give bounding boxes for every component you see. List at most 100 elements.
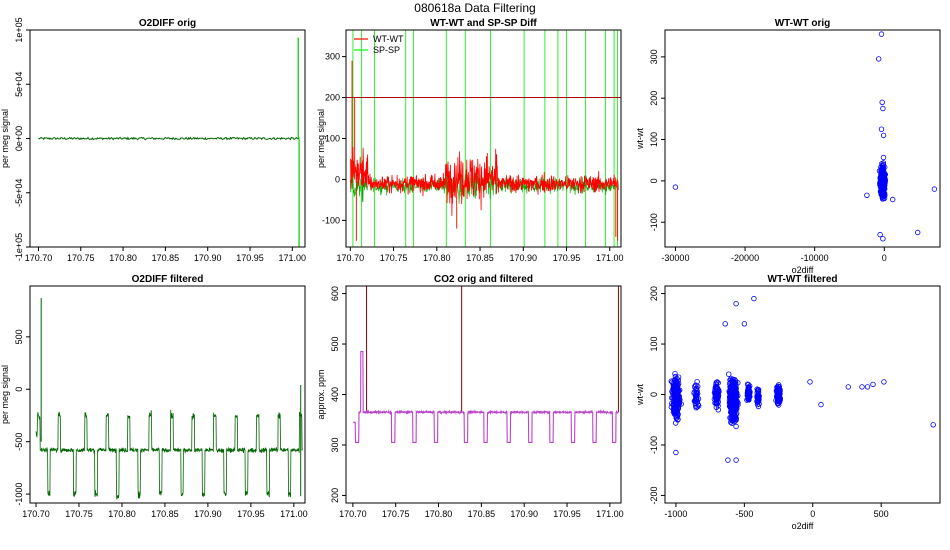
scatter-point: [756, 395, 762, 402]
scatter-point: [728, 396, 735, 403]
x-tick-label: 170.75: [380, 253, 408, 263]
scatter-point: [931, 186, 938, 192]
scatter-point: [878, 31, 885, 37]
x-tick-label: 170.80: [108, 509, 136, 519]
scatter-point: [870, 381, 876, 388]
x-tick-label: 170.95: [237, 509, 265, 519]
x-tick-label: 170.75: [382, 509, 410, 519]
panel-p4: O2DIFF filtered per meg signal 170.70 170.7…: [0, 274, 308, 519]
y-axis-label: wt-wt: [635, 384, 645, 406]
y-axis-label: per meg signal: [316, 109, 326, 168]
scatter-point: [672, 184, 679, 190]
x-tick-label: 170.75: [67, 253, 95, 263]
y-tick-label: 400: [330, 387, 340, 402]
y-tick-label: 100: [649, 337, 659, 352]
panel-title: O2DIFF filtered: [132, 274, 204, 285]
scatter-point: [733, 301, 739, 307]
x-tick-label: 170.90: [510, 253, 538, 263]
x-tick-label: 170.85: [152, 253, 180, 263]
x-tick-label: 170.85: [466, 253, 494, 263]
scatter-point: [745, 381, 752, 388]
y-tick-label: 1e+05: [14, 17, 24, 42]
y-tick-label: 600: [330, 286, 340, 301]
y-tick-label: -1000: [14, 483, 24, 506]
figure-title: 080618a Data Filtering: [414, 1, 535, 15]
scatter-point: [880, 105, 886, 112]
scatter-point: [880, 185, 887, 192]
panel-p1: O2DIFF orig per meg signal 170.70 170.75 170…: [0, 17, 306, 263]
y-tick-label: 300: [325, 52, 340, 62]
y-tick-label: 0e+00: [14, 126, 24, 151]
scatter-point: [695, 401, 701, 408]
plot-frame: [664, 285, 941, 504]
scatter-point: [879, 178, 885, 184]
x-tick-label: 171.00: [280, 509, 308, 519]
y-tick-label: 200: [649, 91, 659, 106]
wt-series: [349, 146, 619, 216]
scatter-point: [714, 394, 721, 400]
scatter-point: [845, 384, 851, 390]
scatter-point: [713, 400, 719, 406]
x-tick-label: 0: [810, 509, 815, 519]
y-tick-label: 0: [335, 174, 340, 184]
scatter-point: [669, 400, 675, 407]
scatter-point: [673, 397, 680, 403]
y-tick-label: 500: [330, 337, 340, 352]
scatter-point: [722, 321, 728, 327]
scatter-point: [732, 377, 738, 383]
y-tick-label: 300: [330, 437, 340, 452]
y-axis-label: wt-wt: [635, 128, 645, 150]
x-axis-label: o2diff: [792, 521, 814, 531]
y-tick-label: -100: [649, 436, 659, 454]
y-tick-label: -5e+04: [14, 179, 24, 207]
scatter-point: [693, 392, 699, 398]
y-tick-label: 200: [330, 488, 340, 503]
scatter-point: [930, 422, 936, 428]
scatter-point: [880, 132, 887, 139]
scatter-point: [676, 400, 683, 407]
scatter-point: [675, 374, 682, 380]
scatter-point: [668, 404, 675, 410]
scatter-point: [878, 164, 884, 170]
scatter-point: [879, 99, 885, 105]
y-tick-label: 500: [14, 329, 24, 344]
scatter-point: [864, 384, 871, 390]
scatter-point: [745, 390, 751, 396]
scatter-point: [745, 396, 751, 402]
series-line: [35, 409, 303, 500]
scatter-point: [725, 457, 731, 463]
plot-area: [346, 30, 621, 247]
x-tick-label: 170.85: [151, 509, 179, 519]
y-tick-label: 5e+04: [14, 72, 24, 97]
plot-area: [352, 286, 619, 443]
x-tick-label: 170.95: [553, 253, 581, 263]
x-tick-label: 170.90: [194, 253, 222, 263]
x-tick-label: 170.80: [425, 509, 453, 519]
scatter-point: [754, 393, 760, 399]
legend-label: SP-SP: [373, 45, 400, 55]
scatter-point: [731, 409, 738, 415]
panel-p5: CO2 orig and filtered approx. ppm 170.70 17…: [316, 274, 624, 519]
x-tick-label: -1000: [664, 509, 687, 519]
y-tick-label: -200: [649, 486, 659, 504]
scatter-point: [807, 379, 813, 385]
scatter-point: [677, 397, 683, 403]
scatter-point: [864, 192, 870, 198]
y-tick-label: 100: [649, 132, 659, 147]
x-tick-label: 170.70: [337, 253, 365, 263]
scatter-point: [674, 396, 680, 403]
scatter-point: [733, 423, 739, 430]
scatter-point: [881, 174, 888, 181]
x-tick-label: 170.70: [339, 509, 367, 519]
scatter-point: [713, 384, 720, 390]
scatter-point: [692, 398, 698, 404]
x-tick-label: 500: [874, 509, 889, 519]
scatter-point: [672, 387, 678, 393]
scatter-point: [672, 371, 678, 377]
scatter-point: [674, 387, 681, 393]
scatter-point: [693, 386, 699, 392]
legend-label: WT-WT: [373, 34, 404, 44]
plot-area: [35, 298, 303, 500]
x-axis-label: o2diff: [792, 265, 814, 275]
x-tick-label: 170.90: [194, 509, 222, 519]
